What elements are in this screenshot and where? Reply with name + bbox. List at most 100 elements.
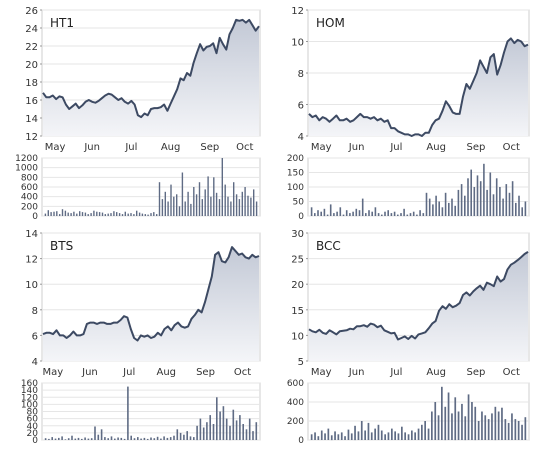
- volume-bar: [514, 419, 517, 440]
- volume-bar: [199, 418, 202, 440]
- volume-tick-label: 60: [27, 415, 39, 425]
- volume-tick-label: 1000: [15, 164, 38, 174]
- volume-bar: [87, 438, 90, 440]
- volume-bar: [127, 386, 129, 440]
- price-tick-label: 8: [32, 306, 38, 317]
- volume-bar: [104, 214, 106, 216]
- volume-bar: [238, 199, 241, 216]
- volume-bar: [133, 214, 135, 216]
- volume-bar: [104, 437, 106, 440]
- volume-bar: [518, 195, 520, 216]
- volume-bar: [176, 194, 178, 217]
- volume-bar: [184, 201, 186, 216]
- volume-bar: [511, 413, 513, 440]
- volume-bar: [232, 409, 235, 440]
- volume-bar: [138, 212, 141, 216]
- volume-bar: [374, 207, 377, 216]
- volume-bar: [187, 191, 189, 216]
- volume-bar: [511, 181, 514, 216]
- volume-tick-label: 200: [287, 154, 304, 164]
- volume-bar: [411, 430, 413, 440]
- volume-tick-label: 100: [21, 400, 38, 410]
- volume-bar: [419, 210, 421, 216]
- price-tick-label: 14: [25, 114, 38, 125]
- volume-bar: [477, 421, 480, 440]
- chart-panel-hom: 4 6 8 10 12 HOM May Jun Jul Aug Sep Oct 0 50 100 150 200: [287, 6, 530, 222]
- volume-bar: [323, 208, 326, 217]
- volume-bar: [339, 207, 342, 216]
- price-tick-label: 10: [25, 280, 38, 291]
- volume-bar: [147, 214, 149, 216]
- volume-bar: [492, 194, 495, 217]
- volume-bar: [67, 438, 70, 440]
- volume-tick-label: 400: [287, 398, 304, 408]
- volume-bar: [401, 426, 403, 440]
- ticker-label: HOM: [316, 16, 345, 30]
- volume-bar: [146, 438, 149, 440]
- volume-bar: [355, 208, 358, 217]
- volume-bar: [84, 212, 87, 216]
- volume-bar: [153, 438, 156, 440]
- volume-bar: [447, 392, 450, 440]
- volume-bar: [461, 403, 463, 440]
- price-tick-label: 20: [25, 60, 38, 71]
- volume-bar: [524, 417, 527, 440]
- volume-bar: [357, 431, 360, 440]
- price-tick-label: 14: [25, 229, 38, 240]
- volume-bar: [476, 175, 479, 216]
- volume-tick-label: 0: [298, 436, 304, 446]
- volume-bar: [365, 213, 367, 216]
- volume-bar: [432, 204, 434, 216]
- volume-bar: [79, 211, 81, 216]
- month-label: Oct: [503, 142, 520, 153]
- volume-bar: [391, 428, 393, 440]
- volume-bar: [495, 178, 498, 216]
- volume-bar: [120, 437, 123, 440]
- volume-bar: [314, 213, 316, 216]
- month-label: Jun: [348, 142, 365, 153]
- volume-bar: [467, 178, 469, 216]
- volume-bar: [457, 189, 460, 216]
- volume-bar: [409, 213, 412, 216]
- volume-bar: [407, 434, 410, 440]
- volume-bar: [90, 438, 93, 440]
- volume-bar: [417, 428, 420, 440]
- ticker-label: HT1: [50, 16, 74, 30]
- volume-bar: [421, 424, 423, 440]
- volume-bar: [160, 438, 162, 440]
- volume-bar: [153, 212, 155, 216]
- volume-bar: [501, 407, 503, 440]
- volume-tick-label: 80: [27, 408, 39, 418]
- volume-bar: [221, 158, 223, 216]
- volume-bar: [239, 415, 241, 440]
- volume-bar: [206, 422, 208, 440]
- price-tick-label: 5: [298, 357, 304, 368]
- price-tick-label: 15: [291, 306, 304, 317]
- volume-bar: [81, 212, 84, 216]
- volume-bar: [247, 195, 249, 216]
- volume-bar: [96, 211, 98, 216]
- volume-bar: [44, 438, 47, 440]
- volume-bar: [61, 436, 63, 440]
- volume-bar: [317, 210, 319, 216]
- volume-bar: [215, 192, 218, 216]
- volume-bar: [204, 189, 206, 216]
- volume-bar: [74, 438, 77, 440]
- price-line: [42, 18, 260, 119]
- price-line: [308, 251, 529, 341]
- volume-bar: [70, 213, 72, 216]
- volume-bar: [380, 430, 383, 440]
- volume-bar: [170, 184, 172, 216]
- volume-bar: [515, 202, 517, 216]
- volume-tick-label: 400: [21, 193, 38, 203]
- volume-bar: [334, 431, 336, 440]
- volume-bar: [358, 210, 361, 216]
- volume-bar: [337, 434, 340, 440]
- volume-tick-label: 0: [32, 436, 38, 446]
- volume-tick-label: 800: [21, 173, 38, 183]
- volume-bar: [44, 213, 47, 216]
- volume-bar: [326, 214, 329, 216]
- volume-bar: [93, 210, 95, 216]
- volume-bar: [412, 211, 415, 216]
